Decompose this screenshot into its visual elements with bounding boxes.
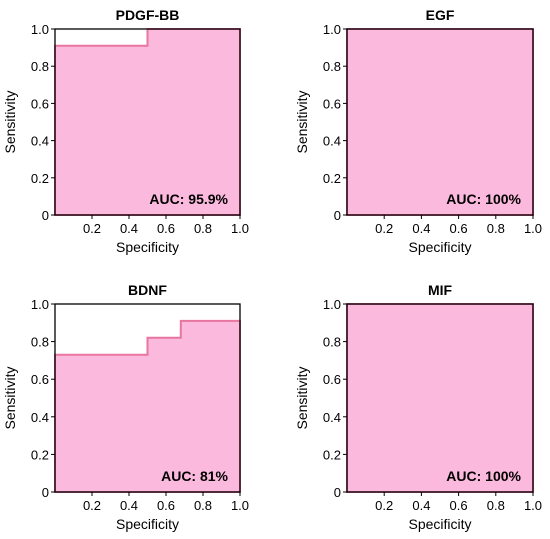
x-tick-label: 0.4 [412,221,430,236]
y-axis-label: Sensitivity [294,366,310,429]
x-axis-label: Specificity [116,516,179,532]
auc-annotation: AUC: 100% [446,191,521,207]
y-tick-label: 0.6 [31,96,49,111]
x-tick-label: 0.4 [120,221,138,236]
panel-title: MIF [428,282,453,298]
x-tick-label: 0.6 [450,221,468,236]
auc-annotation: AUC: 100% [446,468,521,484]
plot-frame [54,28,241,216]
y-tick-label: 0.2 [31,171,49,186]
panel-title: PDGF-BB [116,7,180,23]
x-axis-label: Specificity [408,516,471,532]
y-tick-label: 0.6 [323,96,341,111]
x-tick-label: 1.0 [231,498,249,513]
y-tick-label: 0.2 [323,447,341,462]
y-tick-label: 0 [334,485,341,500]
roc-panel-4: MIF 0 0.2 0.4 0.6 0.8 1.0 0.2 0.4 0.6 0.8 1.0 Specif… [294,282,542,532]
roc-panel-3: BDNF 0 0.2 0.4 0.6 0.8 1.0 0.2 0.4 0.6 0.8 1.0 Speci… [2,282,249,532]
y-tick-label: 0.6 [31,372,49,387]
y-tick-label: 0.8 [323,335,341,350]
roc-panel-1: PDGF-BB 0 0.2 0.4 0.6 0.8 1.0 0.2 0.4 0.6 0.8 1.0 Sp… [2,7,249,255]
x-axis-label: Specificity [116,239,179,255]
y-tick-label: 0 [334,208,341,223]
plot-frame [54,303,241,493]
y-tick-label: 0 [42,485,49,500]
auc-annotation: AUC: 95.9% [149,191,228,207]
x-tick-label: 0.6 [157,498,175,513]
roc-area [346,28,534,216]
y-tick-label: 0.4 [31,134,49,149]
x-tick-label: 0.8 [194,498,212,513]
y-tick-label: 0.2 [323,171,341,186]
roc-panel-2: EGF 0 0.2 0.4 0.6 0.8 1.0 0.2 0.4 0.6 0.8 1.0 Specif… [294,7,542,255]
y-axis-label: Sensitivity [2,366,18,429]
x-tick-label: 1.0 [231,221,249,236]
y-axis-label: Sensitivity [294,90,310,153]
y-tick-label: 0.8 [31,59,49,74]
x-tick-label: 0.6 [450,498,468,513]
roc-area [54,28,241,216]
plot-frame [346,28,534,216]
y-tick-label: 0.4 [323,134,341,149]
x-tick-label: 0.8 [487,221,505,236]
roc-area [54,319,241,493]
x-tick-label: 0.4 [120,498,138,513]
auc-annotation: AUC: 81% [161,468,228,484]
x-tick-label: 0.8 [487,498,505,513]
panel-title: BDNF [128,282,167,298]
plot-frame [346,303,534,493]
x-tick-label: 0.2 [83,221,101,236]
y-tick-label: 0.6 [323,372,341,387]
x-tick-label: 0.2 [375,498,393,513]
y-tick-label: 0 [42,208,49,223]
y-tick-label: 1.0 [31,297,49,312]
x-tick-label: 0.4 [412,498,430,513]
x-tick-label: 0.2 [83,498,101,513]
x-tick-label: 0.8 [194,221,212,236]
y-tick-label: 1.0 [323,297,341,312]
roc-area [346,303,534,493]
y-tick-label: 0.8 [31,335,49,350]
x-tick-label: 0.2 [375,221,393,236]
y-axis-label: Sensitivity [2,90,18,153]
x-axis-label: Specificity [408,239,471,255]
x-tick-label: 0.6 [157,221,175,236]
x-tick-label: 1.0 [524,498,542,513]
panel-title: EGF [426,7,455,23]
y-tick-label: 1.0 [31,22,49,37]
y-tick-label: 0.4 [323,410,341,425]
y-tick-label: 0.2 [31,447,49,462]
x-tick-label: 1.0 [524,221,542,236]
y-tick-label: 1.0 [323,22,341,37]
y-tick-label: 0.4 [31,410,49,425]
y-tick-label: 0.8 [323,59,341,74]
